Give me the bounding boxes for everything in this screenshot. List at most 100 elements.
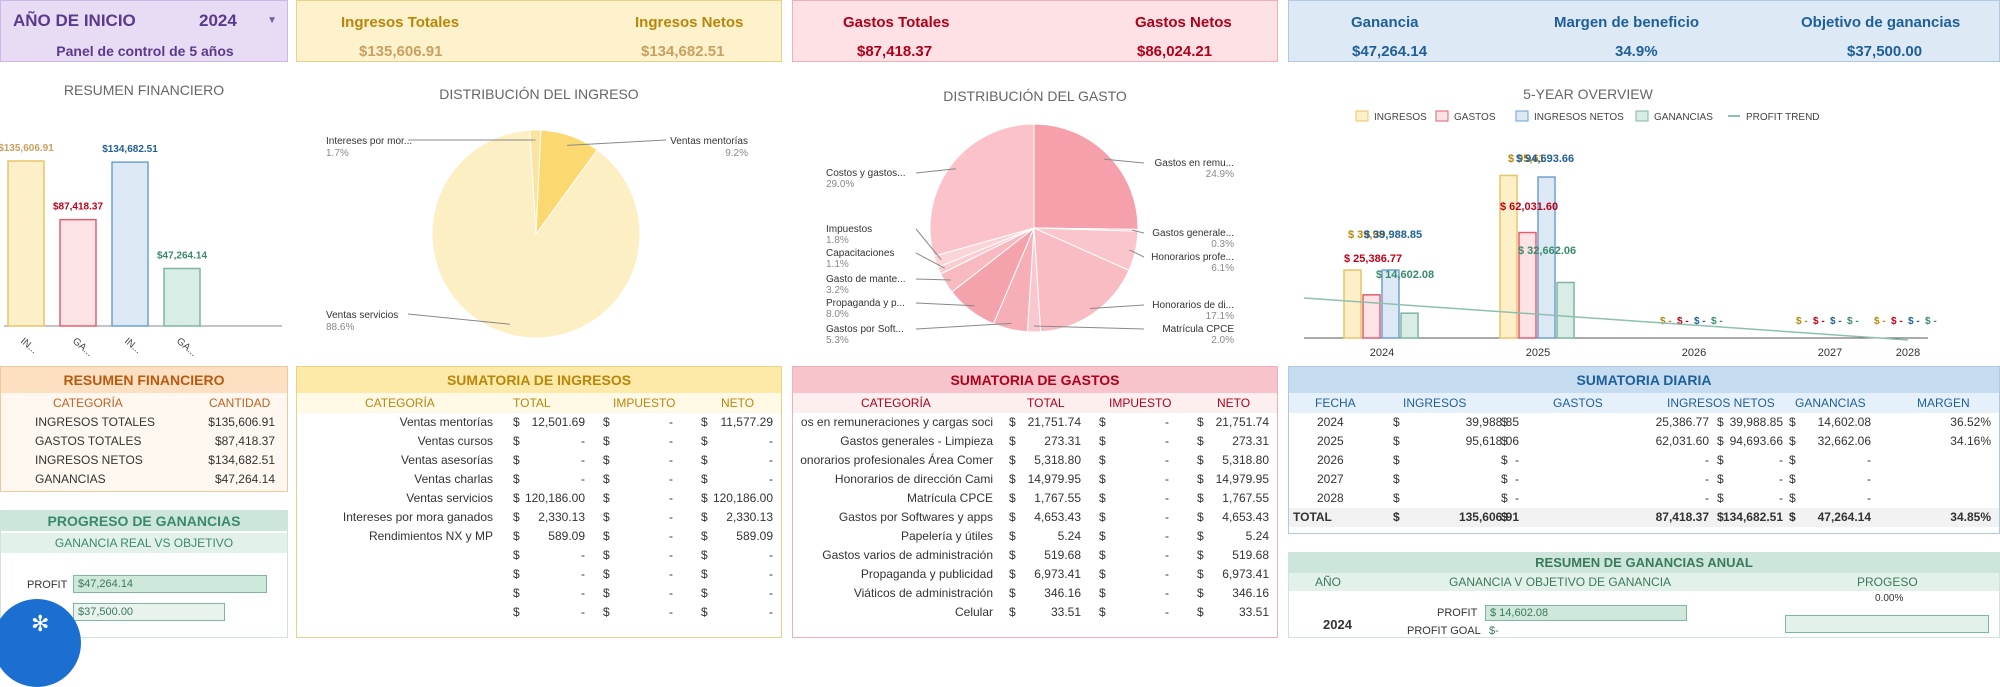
ingresos-row-i: - [669,546,673,565]
pie-slice-label: Propaganda y p... [826,298,905,309]
anual-panel: RESUMEN DE GANANCIAS ANUAL AÑO GANANCIA … [1288,552,2000,638]
overview-tick-label: 2024 [1370,347,1394,359]
diaria-row: 2026$-$-$-$- [1289,451,1999,470]
overview-data-label: $ 94,693.66 [1516,153,1574,165]
ingresos-row-t: 120,186.00 [525,489,585,508]
diaria-row-n: - [1779,489,1783,508]
overview-tick-label: 2025 [1526,347,1550,359]
ingresos-row-category: Ventas asesorías [297,451,493,470]
progreso-subtitle: GANANCIA REAL VS OBJETIVO [1,533,287,553]
ingresos-row-currency: $ [701,603,708,622]
gastos-row-currency: $ [1009,451,1016,470]
ingresos-row-category: Ventas servicios [297,489,493,508]
diaria-row-i: 135,606.91 [1459,508,1519,527]
ingresos-table: SUMATORIA DE INGRESOS CATEGORÍA TOTAL IM… [296,366,782,638]
gastos-row-category: os en remuneraciones y cargas soci [793,413,993,432]
gastos-row-t: 14,979.95 [1028,470,1081,489]
ingresos-row: Ventas servicios$120,186.00$-$120,186.00 [297,489,781,508]
legend-swatch [1636,111,1648,121]
gastos-row-currency: $ [1197,565,1204,584]
ingresos-row-n: 11,577.29 [721,413,774,432]
resumen-bar [60,220,96,326]
diaria-col-gastos: GASTOS [1553,393,1603,413]
ingresos-row-t: - [581,565,585,584]
diaria-row-currency: $ [1501,432,1508,451]
gastos-row: Matrícula CPCE$1,767.55$-$1,767.55 [793,489,1277,508]
ingresos-row-currency: $ [603,603,610,622]
gastos-row-currency: $ [1099,451,1106,470]
diaria-row-p: 47,264.14 [1818,508,1871,527]
resumen-table-title: RESUMEN FINANCIERO [1,367,287,393]
resumen-tick-label: GA... [174,336,199,359]
gastos-row-category: Viáticos de administración [793,584,993,603]
gastos-row-t: 5.24 [1058,527,1081,546]
diaria-row-g: - [1705,489,1709,508]
diaria-row: 2027$-$-$-$- [1289,470,1999,489]
diaria-row-fecha: 2027 [1317,470,1344,489]
gastos-row-currency: $ [1009,432,1016,451]
ingresos-row: $-$-$- [297,584,781,603]
resumen-bar [112,162,148,326]
diaria-col-ingresos: INGRESOS [1403,393,1466,413]
ingresos-row-category: Ventas mentorías [297,413,493,432]
diaria-row-fecha: TOTAL [1293,508,1332,527]
ingresos-row-i: - [669,584,673,603]
ingresos-row-i: - [669,603,673,622]
gastos-row-t: 5,318.80 [1034,451,1081,470]
resumen-row-amount: $87,418.37 [215,432,275,451]
resumen-bar-label: $134,682.51 [102,144,158,155]
ingresos-row-i: - [669,527,673,546]
gastos-col-categoria: CATEGORÍA [861,393,931,413]
ingresos-row-currency: $ [603,470,610,489]
ingresos-row-currency: $ [603,565,610,584]
ingresos-row-currency: $ [603,527,610,546]
gastos-row-currency: $ [1197,489,1204,508]
overview-bar [1344,270,1361,338]
pie-slice-pct: 8.0% [826,309,849,320]
ingresos-row-t: - [581,584,585,603]
overview-data-label: $ - [1847,316,1859,327]
pie-slice-pct: 88.6% [326,322,354,333]
overview-data-label: $ - [1908,316,1920,327]
resumen-table: RESUMEN FINANCIERO CATEGORÍA CANTIDAD IN… [0,366,288,492]
ingresos-row-i: - [669,489,673,508]
anual-col-ano: AÑO [1315,575,1341,589]
anual-progress-bar [1785,615,1989,633]
resumen-bar [164,268,200,326]
ingresos-row: Ventas cursos$-$-$- [297,432,781,451]
diaria-row-currency: $ [1717,413,1724,432]
overview-data-label: $ 62,031.60 [1500,201,1558,213]
diaria-row-currency: $ [1717,489,1724,508]
ingresos-col-impuesto: IMPUESTO [613,393,675,413]
resumen-row-amount: $47,264.14 [215,470,275,489]
overview-bar [1363,295,1380,338]
gastos-row: Celular$33.51$-$33.51 [793,603,1277,622]
gastos-row: Propaganda y publicidad$6,973.41$-$6,973… [793,565,1277,584]
ingresos-row-t: 12,501.69 [532,413,585,432]
ingresos-col-total: TOTAL [513,393,551,413]
pie-slice-pct: 5.3% [826,335,849,346]
gastos-row-currency: $ [1009,470,1016,489]
pie-slice-label: Honorarios de di... [1152,300,1234,311]
loading-spinner-icon[interactable]: ✻ [0,599,81,687]
diaria-row-currency: $ [1393,508,1400,527]
overview-tick-label: 2028 [1896,347,1920,359]
gastos-row-n: 4,653.43 [1222,508,1269,527]
gastos-row-t: 21,751.74 [1028,413,1081,432]
gastos-row-currency: $ [1099,603,1106,622]
pie-slice-pct: 1.8% [826,235,849,246]
anual-title: RESUMEN DE GANANCIAS ANUAL [1289,553,1999,573]
diaria-row-g: 25,386.77 [1656,413,1709,432]
overview-tick-label: 2027 [1818,347,1842,359]
year-select[interactable]: 2024 ▼ [199,11,281,31]
ingresos-row-currency: $ [513,470,520,489]
diaria-row-currency: $ [1393,489,1400,508]
ingresos-row-n: 2,330.13 [726,508,773,527]
diaria-row-g: - [1705,470,1709,489]
gastos-row-currency: $ [1197,451,1204,470]
gastos-row-currency: $ [1099,413,1106,432]
gastos-row-category: Gastos por Softwares y apps [793,508,993,527]
resumen-row-amount: $135,606.91 [208,413,275,432]
progreso-panel: PROGRESO DE GANANCIAS GANANCIA REAL VS O… [0,510,288,638]
legend-label: INGRESOS NETOS [1534,112,1624,123]
